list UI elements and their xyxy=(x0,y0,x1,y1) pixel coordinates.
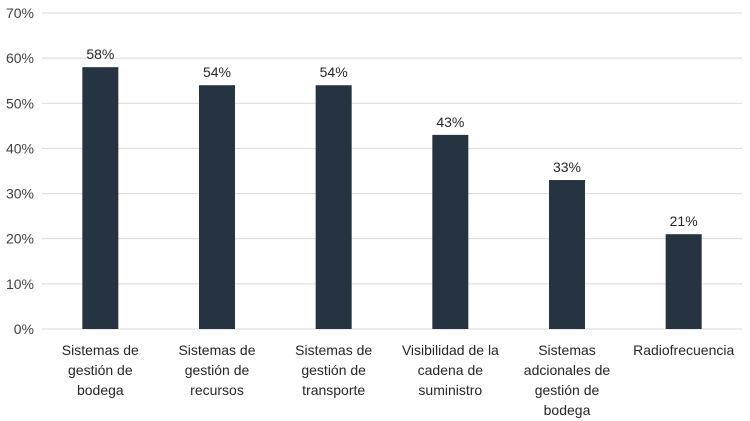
y-tick-label: 50% xyxy=(6,95,34,111)
y-tick-label: 20% xyxy=(6,231,34,247)
y-tick-label: 40% xyxy=(6,140,34,156)
x-tick-label-line: bodega xyxy=(77,382,124,398)
x-tick-label-line: recursos xyxy=(190,382,244,398)
data-labels: 58% 54% 54% 43% 33% 21% xyxy=(86,46,697,229)
x-tick-label-line: Sistemas de xyxy=(62,342,139,358)
bar xyxy=(549,180,585,329)
bar xyxy=(432,134,469,329)
bar xyxy=(82,67,119,330)
x-tick-label: Radiofrecuencia xyxy=(633,342,734,358)
x-tick-label-line: gestión de xyxy=(68,362,133,378)
x-tick-label-line: adcionales de xyxy=(524,362,611,378)
x-tick-label-line: gestión de xyxy=(535,382,600,398)
y-tick-label: 0% xyxy=(14,321,34,337)
data-label: 54% xyxy=(320,64,348,80)
x-tick-label-line: transporte xyxy=(302,382,365,398)
x-tick-label: Sistemas adcionales de gestión de bodega xyxy=(524,342,611,418)
x-tick-label: Visibilidad de la cadena de suministro xyxy=(402,342,499,398)
bar xyxy=(665,234,702,329)
x-tick-label-line: Sistemas xyxy=(538,342,596,358)
x-tick-label-line: gestión de xyxy=(185,362,250,378)
y-tick-label: 10% xyxy=(6,276,34,292)
x-tick-label-line: Visibilidad de la xyxy=(402,342,499,358)
x-tick-label: Sistemas de gestión de transporte xyxy=(295,342,372,398)
data-label: 43% xyxy=(436,114,464,130)
data-label: 21% xyxy=(670,213,698,229)
x-tick-label-line: bodega xyxy=(544,402,591,418)
x-tick-label: Sistemas de gestión de bodega xyxy=(62,342,139,398)
y-axis-tick-labels: 0% 10% 20% 30% 40% 50% 60% 70% xyxy=(6,5,34,337)
y-tick-label: 70% xyxy=(6,5,34,21)
x-tick-label: Sistemas de gestión de recursos xyxy=(178,342,255,398)
y-tick-label: 60% xyxy=(6,50,34,66)
y-tick-label: 30% xyxy=(6,186,34,202)
bars xyxy=(82,67,702,330)
data-label: 33% xyxy=(553,159,581,175)
x-tick-label-line: Sistemas de xyxy=(295,342,372,358)
x-tick-label-line: Radiofrecuencia xyxy=(633,342,734,358)
x-tick-label-line: gestión de xyxy=(301,362,366,378)
x-tick-label-line: cadena de xyxy=(418,362,484,378)
x-tick-label-line: suministro xyxy=(418,382,482,398)
x-axis-category-labels: Sistemas de gestión de bodega Sistemas de ge… xyxy=(62,342,735,418)
x-tick-label-line: Sistemas de xyxy=(178,342,255,358)
data-label: 54% xyxy=(203,64,231,80)
bar xyxy=(315,85,352,329)
bar xyxy=(199,85,235,329)
gridlines xyxy=(42,12,742,330)
data-label: 58% xyxy=(86,46,114,62)
